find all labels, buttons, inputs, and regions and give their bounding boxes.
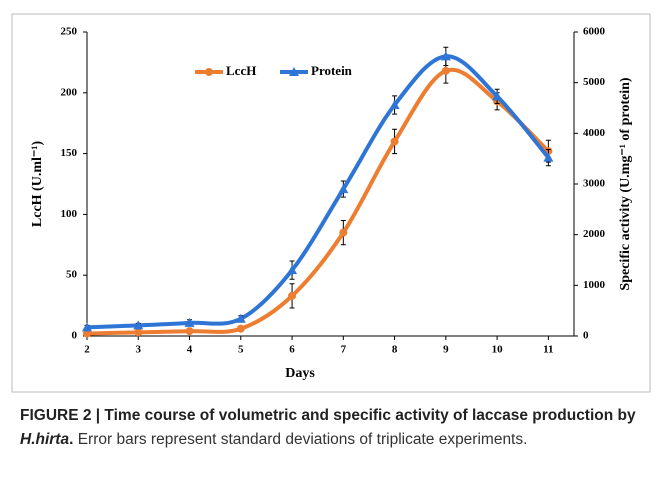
caption: FIGURE 2 | Time course of volumetric and… [20, 404, 645, 452]
y2-tick-label: 2000 [583, 228, 606, 240]
x-tick-label: 3 [136, 344, 142, 356]
series-line [86, 67, 550, 336]
x-tick-label: 7 [341, 344, 347, 356]
y2-tick-label: 1000 [583, 279, 606, 291]
marker [235, 313, 246, 323]
y2-tick-label: 6000 [583, 26, 606, 38]
y-tick-label: 200 [61, 86, 78, 98]
marker [440, 51, 451, 61]
marker [83, 329, 91, 338]
x-tick-label: 5 [238, 344, 244, 356]
marker [287, 265, 298, 275]
y2-tick-label: 0 [583, 330, 589, 342]
y2-axis-label: Specific activity (U.mg⁻¹ of protein) [618, 77, 633, 290]
x-tick-label: 8 [392, 344, 398, 356]
marker [133, 320, 144, 330]
x-axis-label: Days [285, 366, 315, 381]
caption-bold: FIGURE 2 | Time course of volumetric and… [20, 407, 636, 424]
marker [338, 184, 349, 194]
y2-tick-label: 3000 [583, 178, 606, 190]
marker [236, 324, 245, 333]
y-tick-label: 50 [66, 269, 78, 281]
y2-tick-label: 4000 [583, 127, 606, 139]
marker [389, 99, 400, 109]
marker [339, 228, 348, 237]
marker [184, 317, 195, 327]
marker [185, 327, 194, 336]
marker [134, 328, 143, 337]
marker [288, 291, 297, 300]
legend-marker [205, 68, 213, 76]
chart: Days LccH (U.ml⁻¹) Specific activity (U.… [11, 13, 651, 393]
legend-label: LccH [226, 63, 256, 78]
y-tick-label: 250 [61, 26, 78, 38]
x-tick-label: 6 [289, 344, 295, 356]
x-tick-label: 9 [443, 344, 449, 356]
marker [492, 91, 503, 101]
y-axis-label: LccH (U.ml⁻¹) [30, 141, 45, 228]
y-tick-label: 0 [72, 330, 78, 342]
y-tick-label: 150 [61, 147, 78, 159]
marker [82, 322, 92, 332]
frame [11, 13, 651, 393]
caption-bold-end: . [69, 431, 74, 448]
marker [543, 152, 554, 162]
x-tick-label: 2 [84, 344, 90, 356]
y2-tick-label: 5000 [583, 76, 606, 88]
series-line [86, 54, 550, 330]
x-tick-label: 4 [187, 344, 193, 356]
x-tick-label: 11 [543, 344, 553, 356]
marker [390, 137, 399, 146]
y-tick-label: 100 [61, 208, 78, 220]
x-tick-label: 10 [492, 344, 504, 356]
caption-italic: H.hirta [20, 431, 70, 448]
caption-text: Error bars represent standard deviations… [73, 431, 528, 448]
marker [441, 66, 450, 75]
legend-marker [289, 67, 299, 76]
legend-label: Protein [311, 63, 353, 78]
